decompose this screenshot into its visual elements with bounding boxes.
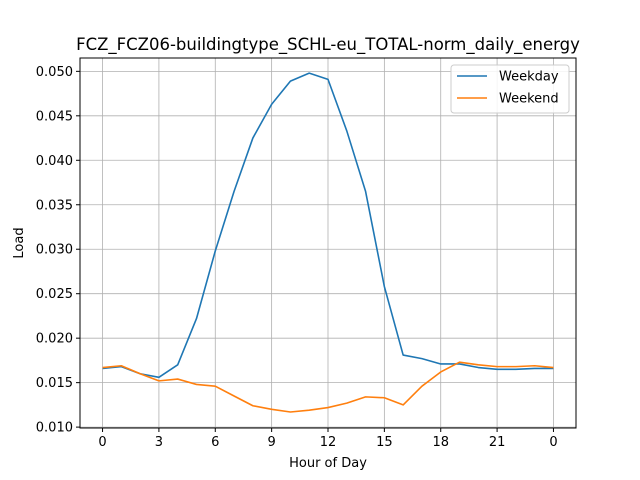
y-tick-label: 0.015 (36, 376, 73, 391)
x-axis-ticks: 0 3 6 9 12 15 18 21 0 (98, 428, 558, 450)
series-line-weekday (102, 72, 554, 379)
chart-title: FCZ_FCZ06-buildingtype_SCHL-eu_TOTAL-nor… (76, 35, 580, 55)
legend-label-weekday: Weekday (499, 70, 559, 85)
series-lines (102, 72, 554, 413)
y-axis-label: Load (12, 227, 27, 258)
x-tick-label: 18 (432, 435, 449, 450)
y-tick-label: 0.035 (36, 198, 73, 213)
y-tick-label: 0.025 (36, 287, 73, 302)
x-tick-label: 12 (320, 435, 337, 450)
y-axis-ticks: 0.010 0.015 0.020 0.025 0.030 0.035 0.040 0.045… (36, 65, 80, 436)
y-tick-label: 0.010 (36, 421, 73, 436)
y-tick-label: 0.045 (36, 109, 73, 124)
x-tick-label: 0 (98, 435, 106, 450)
grid (80, 58, 576, 428)
y-tick-label: 0.040 (36, 154, 73, 169)
y-tick-label: 0.020 (36, 332, 73, 347)
y-tick-label: 0.050 (36, 65, 73, 80)
x-tick-label: 0 (549, 435, 557, 450)
x-tick-label: 6 (211, 435, 219, 450)
x-tick-label: 3 (155, 435, 163, 450)
y-tick-label: 0.030 (36, 243, 73, 258)
x-axis-label: Hour of Day (289, 456, 367, 471)
x-tick-label: 15 (376, 435, 393, 450)
legend-box (450, 64, 570, 114)
x-tick-label: 21 (489, 435, 506, 450)
series-line-weekend (102, 361, 554, 413)
x-tick-label: 9 (267, 435, 275, 450)
legend-label-weekend: Weekend (499, 92, 559, 107)
legend: Weekday Weekend (450, 64, 570, 114)
